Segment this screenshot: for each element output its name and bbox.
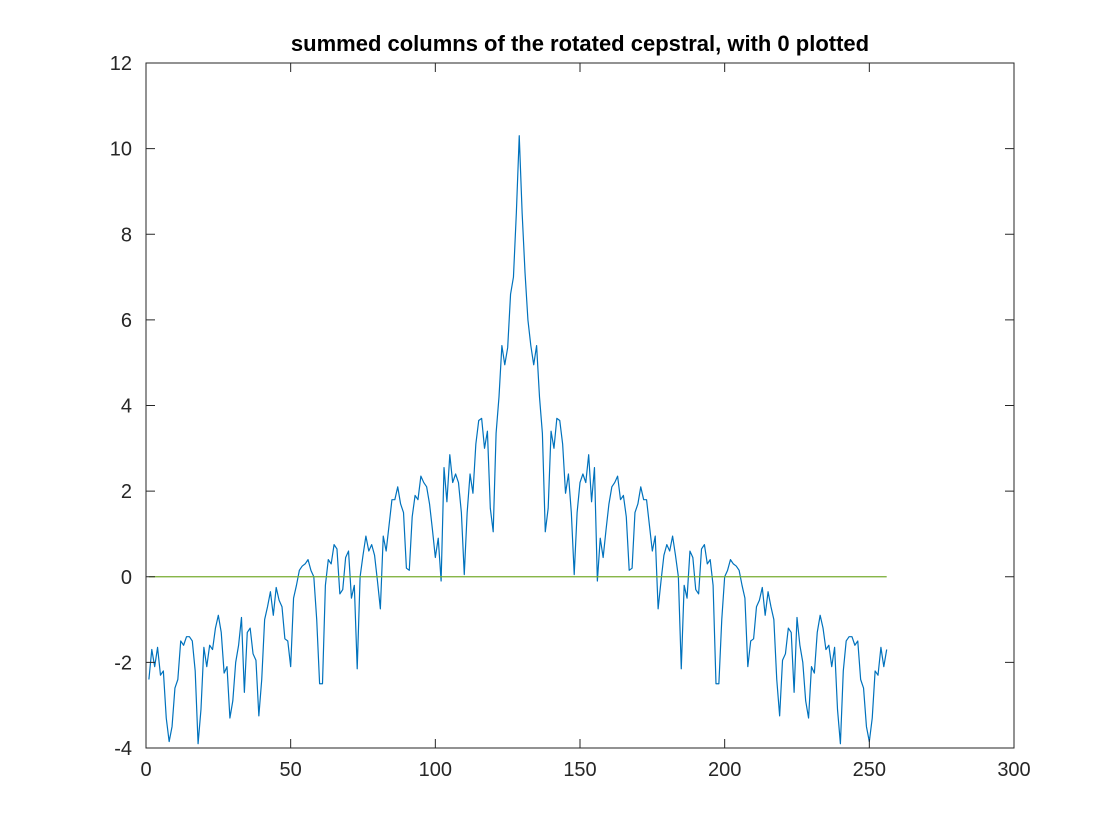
- y-tick-label: 8: [121, 224, 132, 246]
- tick-layer: 0 50 100 150 200 250 300 -4 -2 0 2 4 6 8 10 12: [110, 53, 1031, 781]
- x-tick-label: 100: [419, 759, 452, 781]
- series-line-summed-columns: [148, 135, 888, 745]
- y-tick-label: 12: [110, 53, 132, 75]
- x-tick-label: 200: [708, 759, 741, 781]
- chart-title: summed columns of the rotated cepstral, …: [291, 31, 869, 56]
- y-tick-label: 0: [121, 567, 132, 589]
- y-tick-label: -2: [114, 652, 132, 674]
- series-layer: [148, 135, 888, 745]
- x-tick-label: 150: [563, 759, 596, 781]
- x-tick-label: 50: [280, 759, 302, 781]
- y-tick-label: 10: [110, 139, 132, 161]
- x-tick-label: 250: [853, 759, 886, 781]
- x-tick-label: 300: [997, 759, 1030, 781]
- x-tick-label: 0: [140, 759, 151, 781]
- y-tick-label: 4: [121, 396, 132, 418]
- y-tick-label: 2: [121, 481, 132, 503]
- y-tick-label: 6: [121, 310, 132, 332]
- y-tick-label: -4: [114, 738, 132, 760]
